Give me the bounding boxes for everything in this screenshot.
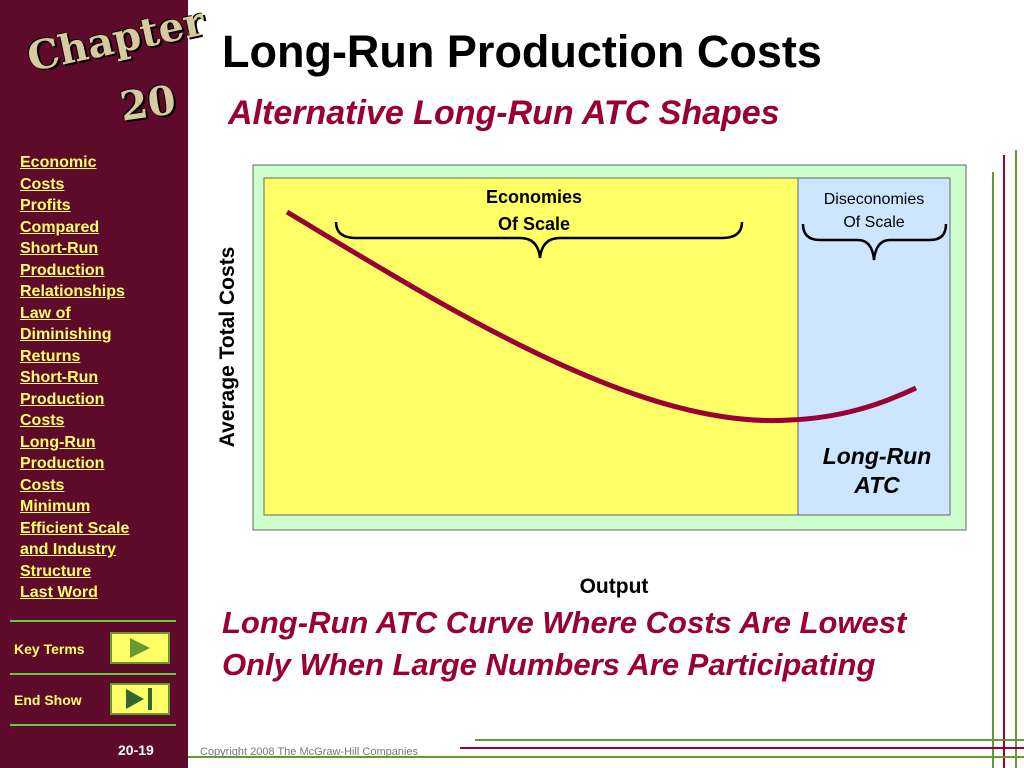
nav-link[interactable]: Long-Run Production Costs xyxy=(20,432,180,497)
brace xyxy=(334,221,744,259)
subtitle: Alternative Long-Run ATC Shapes xyxy=(228,94,780,132)
nav-link[interactable]: Economic Costs xyxy=(20,152,180,195)
brace xyxy=(801,223,948,261)
nav-lines xyxy=(10,620,176,726)
nav-link-line[interactable]: Short-Run xyxy=(20,369,99,386)
nav-link-line[interactable]: Efficient Scale xyxy=(20,519,130,537)
nav-link[interactable]: Short-Run Production Costs xyxy=(20,367,180,432)
nav-link-line[interactable]: Long-Run xyxy=(20,433,96,451)
economies-label: Of Scale xyxy=(498,214,570,234)
nav-link-line[interactable]: Production xyxy=(20,261,105,279)
nav-link-line[interactable]: Minimum xyxy=(20,498,91,515)
button-label[interactable]: Key Terms xyxy=(14,641,85,657)
page-number: 20-19 xyxy=(118,742,154,758)
nav-link-line[interactable]: Production xyxy=(20,390,105,408)
frame xyxy=(252,164,967,531)
nav-link[interactable]: Minimum Efficient Scale and Industry Struct… xyxy=(20,496,180,582)
end-button[interactable] xyxy=(110,683,170,715)
diseconomies-label: Of Scale xyxy=(843,214,904,231)
nav-link[interactable]: Last Word xyxy=(20,582,180,604)
button-label[interactable]: End Show xyxy=(14,692,82,708)
atc-curve xyxy=(285,209,918,424)
nav-link-line[interactable]: Economic xyxy=(20,154,97,171)
nav-link-line[interactable]: Compared xyxy=(20,218,100,236)
nav-link-line[interactable]: Costs xyxy=(20,476,65,494)
nav-link-line[interactable]: Costs xyxy=(20,412,65,429)
nav-link-line[interactable]: Relationships xyxy=(20,283,125,300)
caption: Long-Run ATC Curve Where Costs Are Lowes… xyxy=(222,605,907,682)
next-button[interactable] xyxy=(110,632,170,664)
nav-link-line[interactable]: Profits xyxy=(20,197,71,214)
sidebar: Chapter 20 Economic Costs Profits Compared S… xyxy=(0,0,209,768)
nav-link[interactable]: Profits Compared xyxy=(20,195,180,238)
nav-link-line[interactable]: Law of xyxy=(20,304,71,322)
nav-link-line[interactable]: and Industry xyxy=(20,541,117,558)
nav-link-line[interactable]: Production xyxy=(20,455,105,472)
diseconomies-region xyxy=(797,177,951,516)
economies-region xyxy=(263,177,799,516)
copyright: Copyright 2008 The McGraw-Hill Companies xyxy=(200,746,419,758)
y-axis-label: Average Total Costs xyxy=(216,247,239,448)
nav: Economic Costs Profits Compared Short-Run Pro… xyxy=(20,152,180,604)
nav-link-line[interactable]: Returns xyxy=(20,347,81,365)
nav-link[interactable]: Short-Run Production Relationships xyxy=(20,238,180,303)
curve-label: Long-Run xyxy=(823,443,932,469)
nav-link-line[interactable]: Last Word xyxy=(20,584,98,601)
nav-link[interactable]: Law of Diminishing Returns xyxy=(20,303,180,368)
icon xyxy=(126,688,152,710)
economies-label: Economies xyxy=(486,187,582,207)
diseconomies-label: Diseconomies xyxy=(824,191,924,208)
icon xyxy=(130,638,150,658)
x-axis-label: Output xyxy=(580,575,649,598)
title: Long-Run Production Costs xyxy=(222,26,822,77)
nav-link-line[interactable]: Short-Run xyxy=(20,240,99,257)
nav-link-line[interactable]: Structure xyxy=(20,562,92,580)
curve-label: ATC xyxy=(853,472,900,498)
nav-link-line[interactable]: Costs xyxy=(20,175,65,193)
nav-link-line[interactable]: Diminishing xyxy=(20,326,112,343)
